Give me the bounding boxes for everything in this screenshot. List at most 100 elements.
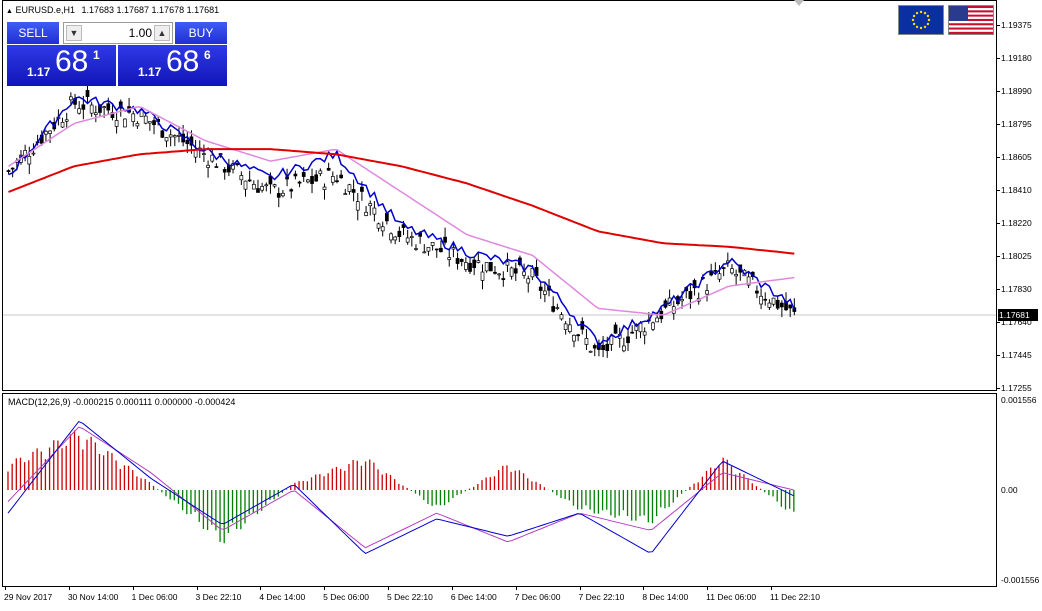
candle-body [210, 154, 215, 162]
candle-body [426, 247, 431, 252]
time-tick-mark [515, 587, 517, 590]
time-tick-label: 8 Dec 14:00 [642, 592, 689, 602]
candle-body [459, 258, 464, 262]
candle-body [185, 139, 190, 145]
candlesticks [6, 82, 797, 358]
us-stripe [949, 14, 993, 17]
time-tick-label: 3 Dec 22:10 [195, 592, 242, 602]
candle-body [222, 169, 227, 173]
price-tick-label: 1.18410 [1001, 185, 1032, 195]
price-tick-label: 1.18605 [1001, 152, 1032, 162]
price-tick-mark [997, 256, 1000, 257]
candle-body [505, 261, 510, 266]
candle-body [447, 257, 452, 260]
price-tick-mark [997, 91, 1000, 92]
candle-body [231, 163, 235, 170]
candle-body [318, 170, 323, 174]
candle-body [339, 174, 343, 179]
candle-body [434, 248, 439, 251]
buy-button[interactable]: BUY [175, 22, 227, 44]
candle-body [476, 260, 481, 263]
candle-body [314, 174, 319, 182]
candle-body [6, 170, 11, 172]
fast-ma-line [8, 96, 795, 349]
us-stripe [949, 12, 993, 15]
candle-body [135, 123, 140, 127]
lot-size-value[interactable]: 1.00 [128, 26, 152, 40]
candle-body [601, 345, 605, 351]
candle-body [164, 137, 169, 142]
price-tick-label: 1.18220 [1001, 218, 1032, 228]
candle-body [139, 109, 144, 117]
candle-body [106, 103, 111, 111]
eu-flag-stars [911, 10, 931, 30]
candle-body [755, 290, 759, 294]
candle-body [364, 211, 368, 216]
candle-body [767, 302, 772, 308]
candle-body [788, 304, 793, 309]
candle-body [85, 90, 90, 97]
us-stripe [949, 27, 993, 30]
macd-signal-line [7, 426, 794, 549]
price-tick-label: 1.17255 [1001, 383, 1032, 393]
candle-body [289, 189, 294, 192]
candle-body [372, 207, 377, 215]
sell-button[interactable]: SELL [7, 22, 59, 44]
candle-body [759, 295, 763, 305]
candle-body [634, 324, 639, 331]
candle-body [563, 323, 568, 330]
buy-price-box[interactable]: 1.17 68 6 [118, 45, 227, 86]
candle-body [89, 104, 94, 114]
candle-body [730, 268, 734, 274]
candle-body [251, 183, 256, 190]
time-tick-label: 5 Dec 22:10 [387, 592, 433, 602]
candle-body [10, 167, 15, 170]
us-flag-graphic [949, 6, 993, 34]
price-tick-label: 1.17445 [1001, 350, 1032, 360]
candle-body [443, 236, 447, 243]
price-tick-mark [997, 124, 1000, 125]
sell-price-sup: 1 [93, 48, 100, 62]
candle-body [526, 278, 531, 284]
time-tick-label: 11 Dec 06:00 [706, 592, 757, 602]
slow-ma-line [8, 148, 795, 255]
candle-body [272, 184, 277, 187]
candle-body [493, 271, 497, 274]
lot-increase-icon[interactable]: ▲ [154, 25, 170, 41]
us-flag-icon[interactable] [948, 5, 994, 35]
candle-body [397, 230, 402, 238]
price-tick-label: 1.18795 [1001, 119, 1032, 129]
candle-body [81, 104, 86, 110]
candle-body [281, 192, 285, 197]
time-tick-mark [196, 587, 198, 590]
sell-price-box[interactable]: 1.17 68 1 [7, 45, 116, 86]
candle-body [343, 193, 348, 196]
time-tick-label: 6 Dec 14:00 [450, 592, 497, 602]
buy-price-big: 68 [166, 45, 200, 78]
candle-body [172, 135, 177, 138]
lot-size-field[interactable]: ▼ 1.00 ▲ [63, 22, 173, 44]
candle-body [543, 290, 547, 295]
candle-body [143, 115, 148, 124]
lot-decrease-icon[interactable]: ▼ [66, 25, 82, 41]
candle-body [455, 258, 460, 264]
macd-main-line [7, 420, 795, 554]
candle-body [256, 188, 260, 193]
candle-body [206, 164, 210, 168]
candle-body [297, 181, 302, 184]
candle-body [513, 268, 518, 274]
macd-panel[interactable] [2, 393, 997, 587]
price-tick-label: 1.19375 [1001, 20, 1032, 30]
macd-tick-label: 0.00 [1001, 485, 1018, 495]
candle-body [717, 273, 722, 280]
candle-body [721, 267, 726, 269]
candle-body [264, 184, 269, 187]
candle-body [771, 297, 776, 305]
price-tick-mark [997, 190, 1000, 191]
us-stripe [949, 8, 993, 11]
buy-price-prefix: 1.17 [138, 65, 162, 79]
time-tick-mark [260, 587, 262, 590]
candle-body [306, 179, 310, 183]
candle-body [60, 121, 65, 128]
eu-flag-icon[interactable] [898, 5, 944, 35]
